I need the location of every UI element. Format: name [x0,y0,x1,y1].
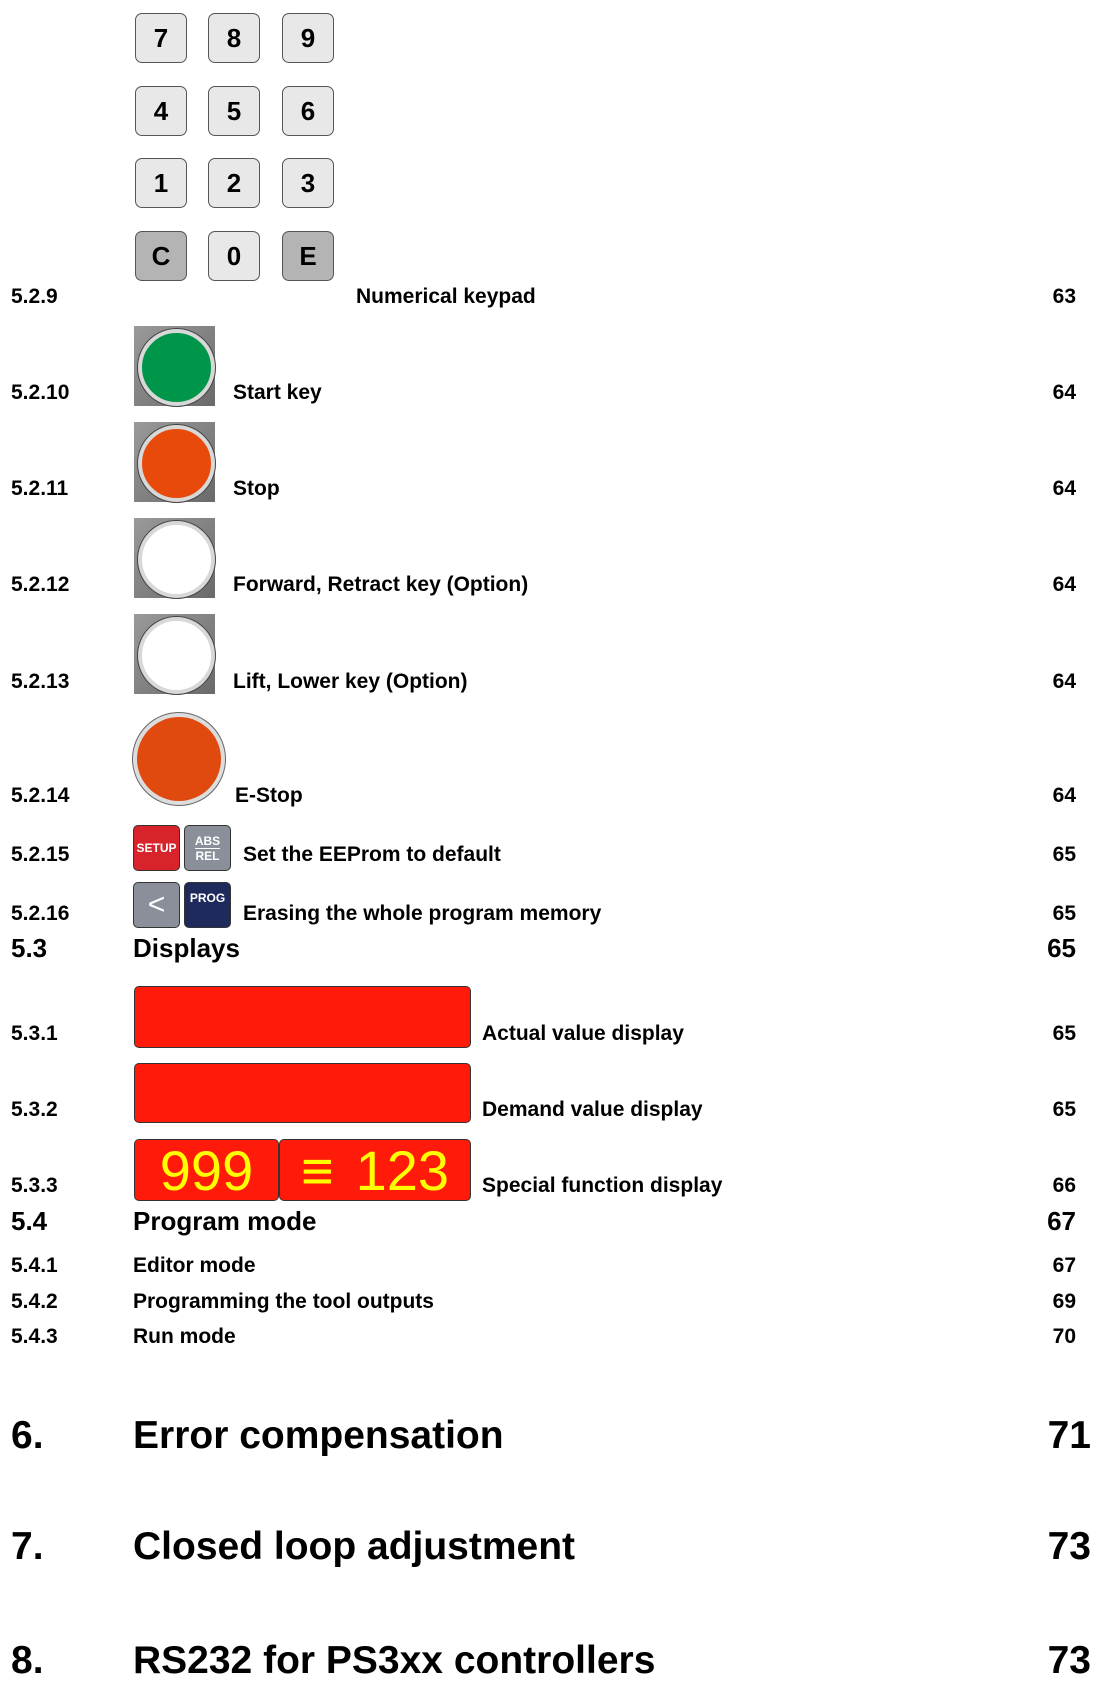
display-symbol: ≡ [301,1138,334,1203]
entry-page: 66 [1053,1175,1076,1196]
keypad-key: 0 [208,231,260,281]
entry-number: 5.2.11 [11,478,68,499]
keypad-key: 5 [208,86,260,136]
demand-display [134,1063,471,1123]
entry-title: Lift, Lower key (Option) [233,671,468,692]
start-key-icon [134,326,215,406]
entry-page: 65 [1053,1099,1076,1120]
entry-title: RS232 for PS3xx controllers [133,1641,655,1680]
special-display-right: ≡ 123 [279,1139,471,1201]
keypad-key: C [135,231,187,281]
prog-label: PROG [190,891,225,905]
entry-title: Set the EEProm to default [243,844,501,865]
entry-title: Forward, Retract key (Option) [233,574,528,595]
display-digits: 123 [356,1138,449,1203]
entry-number: 5.3 [11,935,47,961]
e-stop-icon [133,713,225,805]
stop-key-icon [134,422,215,502]
entry-title: Run mode [133,1326,236,1347]
entry-number: 5.2.9 [11,286,58,307]
entry-number: 8. [11,1641,44,1680]
entry-number: 5.4 [11,1208,47,1234]
entry-title: Actual value display [482,1023,684,1044]
entry-title: E-Stop [235,785,303,806]
setup-key: SETUP [133,825,180,871]
entry-page: 73 [1048,1527,1091,1566]
keypad-key: 8 [208,13,260,63]
abs-label: ABS [195,834,220,849]
entry-page: 65 [1053,1023,1076,1044]
entry-page: 73 [1048,1641,1091,1680]
setup-label: SETUP [136,841,176,855]
keypad-key: E [282,231,334,281]
entry-page: 64 [1053,382,1076,403]
display-digits: 999 [160,1138,253,1203]
entry-title: Special function display [482,1175,722,1196]
entry-number: 6. [11,1416,44,1455]
back-label: < [148,888,166,922]
entry-number: 5.3.3 [11,1175,58,1196]
entry-page: 65 [1053,844,1076,865]
entry-page: 63 [1053,286,1076,307]
keypad-key: 9 [282,13,334,63]
entry-number: 5.2.16 [11,903,69,924]
entry-title: Stop [233,478,280,499]
entry-number: 5.4.3 [11,1326,58,1347]
special-display-left: 999 [134,1139,279,1201]
entry-title: Editor mode [133,1255,256,1276]
entry-page: 67 [1053,1255,1076,1276]
keypad-key: 4 [135,86,187,136]
actual-display [134,986,471,1048]
entry-page: 64 [1053,671,1076,692]
entry-title: Numerical keypad [356,286,536,307]
entry-number: 5.2.15 [11,844,69,865]
entry-page: 71 [1048,1416,1091,1455]
entry-title: Demand value display [482,1099,703,1120]
entry-page: 70 [1053,1326,1076,1347]
entry-title: Program mode [133,1208,317,1234]
entry-number: 5.2.13 [11,671,69,692]
entry-page: 64 [1053,478,1076,499]
entry-number: 7. [11,1527,44,1566]
back-key: < [133,882,180,928]
entry-number: 5.3.1 [11,1023,58,1044]
entry-title: Erasing the whole program memory [243,903,601,924]
entry-page: 64 [1053,785,1076,806]
entry-title: Displays [133,935,240,961]
entry-number: 5.2.12 [11,574,69,595]
keypad-key: 2 [208,158,260,208]
entry-number: 5.4.2 [11,1291,58,1312]
entry-number: 5.4.1 [11,1255,58,1276]
entry-title: Error compensation [133,1416,504,1455]
entry-page: 69 [1053,1291,1076,1312]
entry-number: 5.2.10 [11,382,69,403]
entry-number: 5.2.14 [11,785,69,806]
keypad-key: 3 [282,158,334,208]
prog-key: PROG [184,882,231,928]
entry-page: 65 [1053,903,1076,924]
page: 789 456 123 C0E SETUP ABSREL < PROG 999 ≡ 12… [0,0,1104,1702]
entry-number: 5.3.2 [11,1099,58,1120]
keypad-key: 1 [135,158,187,208]
entry-title: Programming the tool outputs [133,1291,434,1312]
forward-key-icon [134,518,215,598]
keypad-key: 7 [135,13,187,63]
entry-page: 67 [1047,1208,1076,1234]
entry-page: 64 [1053,574,1076,595]
lift-key-icon [134,614,215,694]
keypad-key: 6 [282,86,334,136]
entry-title: Closed loop adjustment [133,1527,575,1566]
rel-label: REL [196,849,220,863]
entry-title: Start key [233,382,322,403]
entry-page: 65 [1047,935,1076,961]
